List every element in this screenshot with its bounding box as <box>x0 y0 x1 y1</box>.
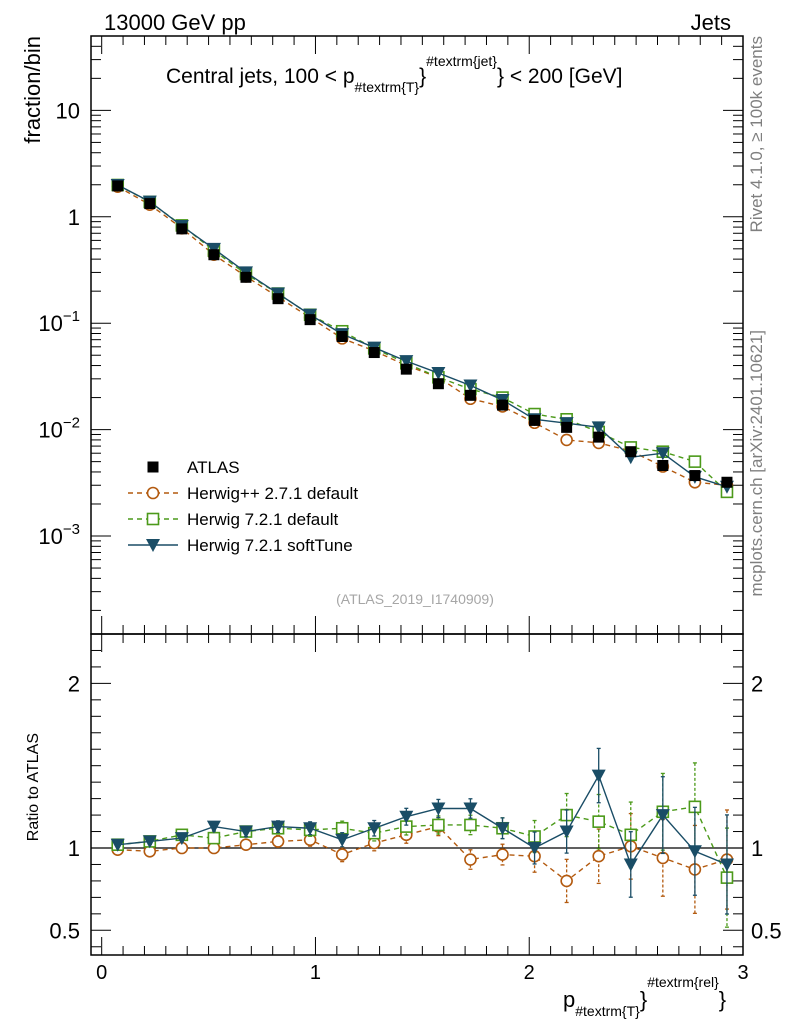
legend-marker <box>147 461 159 473</box>
legend-label: Herwig++ 2.7.1 default <box>187 484 358 503</box>
ratio-point <box>431 802 446 816</box>
ratio-point <box>496 848 509 861</box>
ratio-point <box>463 802 478 816</box>
ratio-point <box>464 853 477 866</box>
ratio-point <box>719 858 734 872</box>
legend: ATLAS Herwig++ 2.7.1 default Herwig 7.2.1 … <box>128 458 358 555</box>
chart-title: Central jets, 100 < p#textrm{T}}#textrm{… <box>166 53 622 95</box>
legend-label: Herwig 7.2.1 default <box>187 510 338 529</box>
ratio-point <box>623 858 638 872</box>
ratio-point <box>239 838 253 852</box>
series-point <box>655 447 670 461</box>
data-point <box>689 470 701 482</box>
legend-marker <box>146 539 160 552</box>
y-tick-label: 1 <box>68 205 80 230</box>
rivet-label: Rivet 4.1.0, ≥ 100k events <box>747 36 766 232</box>
ratio-point <box>687 845 702 859</box>
x-axis-label: p#textrm{T}}#textrm{rel}} <box>563 974 726 1019</box>
series-point <box>688 455 702 468</box>
data-point <box>657 459 669 471</box>
x-tick-label: 0 <box>96 962 107 984</box>
ratio-axes: 0 1 2 30.5 0.51 12 2 <box>49 633 782 984</box>
ratio-point <box>174 832 189 846</box>
ratio-point <box>335 848 349 861</box>
ratio-point <box>559 825 574 839</box>
legend-label: ATLAS <box>187 458 240 477</box>
y-tick-label: 10−1 <box>38 308 80 336</box>
data-point <box>561 421 573 433</box>
y-tick-label: 10−3 <box>38 521 80 549</box>
series-point <box>560 433 573 447</box>
ratio-point <box>527 842 542 855</box>
ratio-point <box>303 822 318 836</box>
ratio-point <box>206 820 221 834</box>
data-point <box>208 249 220 261</box>
ratio-point <box>560 874 573 888</box>
data-point <box>464 389 476 401</box>
x-tick-label: 1 <box>310 962 321 984</box>
x-tick-label: 2 <box>524 962 535 984</box>
ratio-point <box>238 825 253 839</box>
x-tick-label: 3 <box>737 962 748 984</box>
data-point <box>336 330 348 342</box>
y-axis-label: fraction/bin <box>20 36 45 144</box>
main-plot-marks <box>110 178 734 499</box>
data-point <box>497 399 509 411</box>
data-point <box>400 363 412 375</box>
header-left: 13000 GeV pp <box>104 10 246 35</box>
ratio-point <box>592 815 606 828</box>
data-point <box>304 314 316 326</box>
legend-label: Herwig 7.2.1 softTune <box>187 536 353 555</box>
data-point <box>721 476 733 488</box>
ratio-point <box>110 838 125 852</box>
data-point <box>272 293 284 305</box>
analysis-id: (ATLAS_2019_I1740909) <box>336 591 494 607</box>
ratio-point <box>142 835 157 849</box>
series-line <box>117 186 728 486</box>
ratio-y-tick-label-right: 2 <box>751 671 763 696</box>
data-point <box>368 347 380 359</box>
series-point <box>591 421 606 435</box>
ratio-y-tick-label-right: 1 <box>751 836 763 861</box>
data-point <box>144 198 156 210</box>
y-tick-label: 10−2 <box>38 415 80 443</box>
ratio-point <box>592 849 606 863</box>
ratio-point <box>207 831 221 845</box>
legend-marker <box>146 512 160 526</box>
ratio-point <box>464 818 477 832</box>
ratio-point <box>399 810 414 824</box>
ratio-y-tick-label: 0.5 <box>49 918 80 943</box>
data-point <box>432 378 444 390</box>
legend-marker <box>146 486 160 500</box>
ratio-point <box>591 769 606 783</box>
series-point <box>463 379 478 393</box>
data-point <box>240 271 252 283</box>
data-point <box>625 446 637 458</box>
ratio-point <box>367 822 382 836</box>
ratio-y-tick-label: 2 <box>68 671 80 696</box>
data-point <box>176 223 188 235</box>
data-point <box>529 414 541 426</box>
ratio-point <box>335 833 350 847</box>
ratio-point <box>271 835 285 848</box>
data-point <box>112 180 124 192</box>
ratio-frame <box>90 633 744 956</box>
ratio-point <box>495 822 510 836</box>
ratio-y-tick-label-right: 0.5 <box>751 918 782 943</box>
ratio-y-axis-label: Ratio to ATLAS <box>25 733 42 841</box>
ratio-point <box>432 818 445 832</box>
ratio-point <box>655 809 670 823</box>
main-axes: 10 1 10−1 10−2 10−3 <box>38 35 744 652</box>
ratio-y-tick-label: 1 <box>68 836 80 861</box>
ratio-point <box>271 820 286 834</box>
data-point <box>593 431 605 443</box>
y-tick-label: 10 <box>56 98 80 123</box>
mcplots-label: mcplots.cern.ch [arXiv:2401.10621] <box>747 330 766 596</box>
ratio-plot-marks <box>110 747 734 928</box>
header-right: Jets <box>691 10 731 35</box>
series-point <box>431 367 446 381</box>
series-point <box>399 355 414 369</box>
ratio-series-line <box>117 773 728 867</box>
